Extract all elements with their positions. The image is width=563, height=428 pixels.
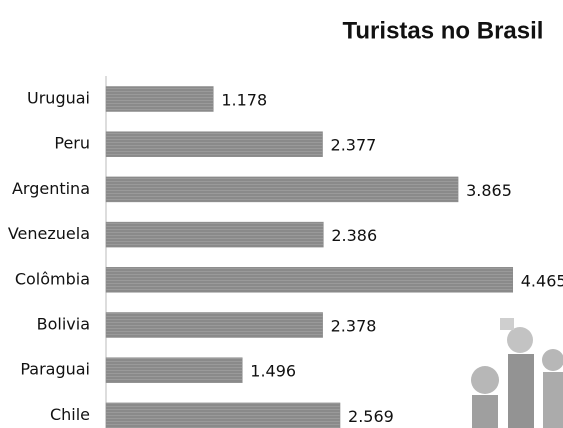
bar: [106, 403, 340, 428]
bar: [106, 132, 323, 157]
category-label: Argentina: [12, 179, 90, 198]
bar: [106, 177, 458, 202]
chart: Turistas no Brasil Uruguai 1.178 Peru 2.377…: [0, 0, 563, 428]
value-label: 3.865: [466, 181, 512, 200]
chart-title: Turistas no Brasil: [343, 17, 544, 44]
value-label: 1.178: [221, 91, 267, 110]
bar: [106, 313, 323, 338]
illustration: [471, 318, 563, 428]
value-label: 4.465: [521, 271, 563, 290]
category-label: Venezuela: [8, 224, 90, 243]
bar: [106, 222, 323, 247]
bar: [106, 267, 513, 292]
page: Turistas no Brasil Uruguai 1.178 Peru 2.377…: [0, 0, 563, 428]
category-label: Bolivia: [37, 315, 90, 334]
category-label: Uruguai: [27, 89, 90, 108]
bar: [106, 358, 242, 383]
category-label: Peru: [54, 134, 90, 153]
category-label: Chile: [50, 405, 90, 424]
category-label: Colômbia: [15, 269, 90, 288]
category-label: Paraguai: [20, 360, 90, 379]
value-label: 1.496: [250, 362, 296, 381]
bar: [106, 87, 213, 112]
value-label: 2.377: [331, 136, 377, 155]
value-label: 2.386: [331, 226, 377, 245]
value-label: 2.378: [331, 317, 377, 336]
value-label: 2.569: [348, 407, 394, 426]
